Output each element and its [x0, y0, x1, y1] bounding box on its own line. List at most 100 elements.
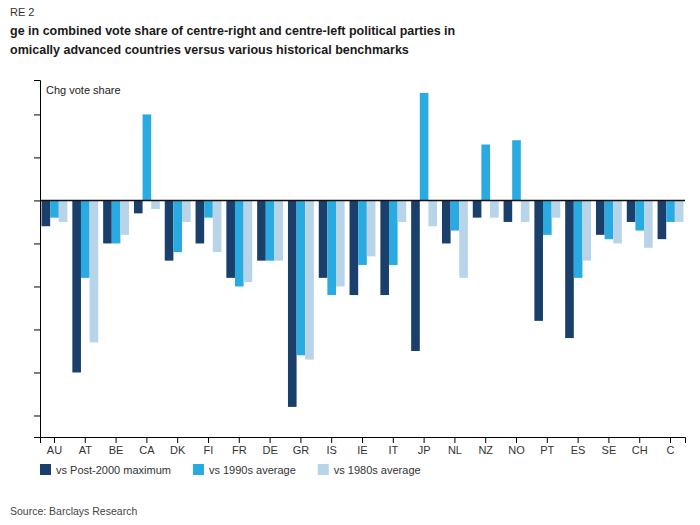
x-tick: C: [667, 437, 675, 456]
x-axis-line: [41, 438, 686, 444]
bar: [473, 200, 482, 217]
bar: [112, 200, 121, 243]
bar: [103, 200, 112, 243]
x-tick-label: IE: [357, 444, 367, 456]
bar: [504, 200, 513, 222]
bar: [235, 200, 244, 286]
title: ge in combined vote share of centre-righ…: [10, 24, 455, 38]
bar: [442, 200, 451, 243]
plot: AUATBECADKFIFRDEGRISIEITJPNLNZNOPTESSECH…: [34, 81, 686, 456]
legend-swatch: [193, 464, 204, 475]
y-tick-mark: [34, 157, 40, 158]
x-tick-label: CA: [139, 444, 155, 456]
bar: [257, 200, 266, 260]
x-tick-mark: [362, 437, 363, 443]
y-tick: [34, 157, 40, 158]
y-axis-label: Chg vote share: [46, 84, 121, 96]
legend-item: vs 1990s average: [193, 464, 296, 476]
bar: [336, 200, 345, 286]
x-tick: NO: [508, 437, 525, 456]
y-tick-mark: [34, 200, 40, 201]
series: [59, 200, 684, 359]
y-tick-mark: [34, 372, 40, 373]
bar: [596, 200, 605, 234]
y-axis-line: [34, 81, 41, 438]
bar: [635, 200, 644, 230]
x-axis: AUATBECADKFIFRDEGRISIEITJPNLNZNOPTESSECH…: [41, 437, 686, 456]
x-tick-mark: [146, 437, 147, 443]
bar: [173, 200, 182, 252]
bar: [196, 200, 205, 243]
x-tick-label: AT: [79, 444, 93, 456]
x-tick-mark: [670, 437, 671, 443]
bar: [658, 200, 667, 239]
y-tick: [34, 286, 40, 287]
bar: [552, 200, 561, 217]
bar: [182, 200, 191, 222]
bar: [90, 200, 99, 342]
x-tick-label: BE: [109, 444, 124, 456]
x-tick: JP: [418, 437, 431, 456]
bar: [451, 200, 460, 230]
x-tick-label: DK: [170, 444, 186, 456]
bar: [305, 200, 314, 359]
bar: [666, 200, 675, 222]
x-tick-mark: [454, 437, 455, 443]
x-tick-mark: [608, 437, 609, 443]
x-tick: CH: [632, 437, 648, 456]
x-tick-mark: [300, 437, 301, 443]
x-tick-label: CH: [632, 444, 648, 456]
x-tick: DK: [170, 437, 186, 456]
bar: [59, 200, 68, 222]
legend-label: vs Post-2000 maximum: [56, 464, 171, 476]
bar: [389, 200, 398, 265]
series: [42, 200, 667, 406]
legend-item: vs 1980s average: [318, 464, 421, 476]
bar: [380, 200, 389, 295]
y-tick: [34, 114, 40, 115]
bar: [605, 200, 614, 239]
bar: [244, 200, 253, 282]
bar: [50, 200, 59, 217]
bar: [120, 200, 129, 234]
y-tick-mark: [34, 415, 40, 416]
y-tick: [34, 372, 40, 373]
x-tick: PT: [540, 437, 554, 456]
bar: [574, 200, 583, 277]
bar: [350, 200, 359, 295]
y-tick: [34, 329, 40, 330]
legend-item: vs Post-2000 maximum: [40, 464, 171, 476]
x-tick: AU: [47, 437, 62, 456]
x-tick-label: JP: [418, 444, 431, 456]
x-tick-mark: [116, 437, 117, 443]
bar: [213, 200, 222, 252]
x-tick: AT: [79, 437, 93, 456]
bar: [358, 200, 367, 265]
bar: [675, 200, 684, 222]
y-tick-mark: [34, 114, 40, 115]
title: omically advanced countries versus vario…: [10, 43, 409, 57]
y-tick: [34, 415, 40, 416]
x-tick-mark: [578, 437, 579, 443]
bar: [428, 200, 437, 226]
x-tick-label: ES: [571, 444, 586, 456]
bar: [134, 200, 143, 213]
x-tick-label: AU: [47, 444, 62, 456]
bar: [613, 200, 622, 243]
y-tick-mark: [34, 243, 40, 244]
x-tick: FI: [204, 437, 214, 456]
x-tick-mark: [54, 437, 55, 443]
source: Source: Barclays Research: [10, 505, 137, 517]
x-tick-label: SE: [602, 444, 617, 456]
bar: [534, 200, 543, 320]
x-tick-label: GR: [293, 444, 310, 456]
x-tick-mark: [485, 437, 486, 443]
bar: [565, 200, 574, 338]
title: RE 2: [10, 6, 34, 18]
x-tick-label: DE: [262, 444, 277, 456]
bar: [226, 200, 235, 277]
y-axis: [34, 81, 41, 438]
bar: [490, 200, 499, 217]
bar: [151, 200, 160, 209]
x-tick: CA: [139, 437, 155, 456]
